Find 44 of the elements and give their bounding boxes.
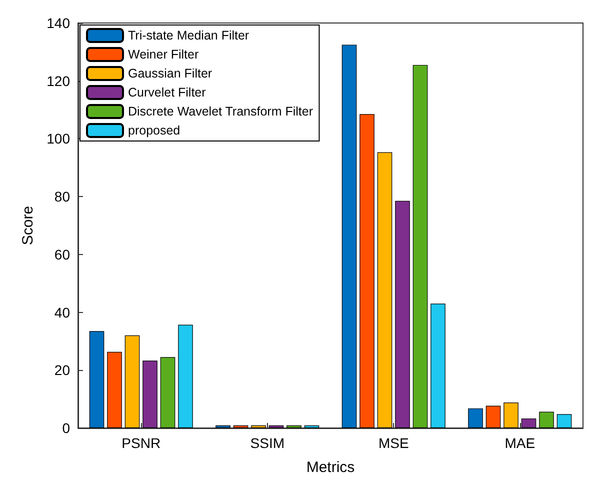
y-tick-label: 140 <box>46 15 70 31</box>
legend-label: Weiner Filter <box>128 48 199 62</box>
bar <box>216 425 230 428</box>
y-tick-label: 100 <box>46 130 70 147</box>
bar <box>107 352 122 428</box>
bar <box>304 425 320 428</box>
y-tick-label: 60 <box>54 246 70 262</box>
legend-label: Tri-state Median Filter <box>128 28 250 42</box>
bar <box>521 418 536 428</box>
bar <box>160 357 176 428</box>
x-tick-label: SSIM <box>250 435 284 451</box>
bar <box>233 425 248 428</box>
bar <box>178 324 193 428</box>
bar <box>142 360 158 428</box>
x-tick-label: MSE <box>378 435 409 451</box>
bar <box>124 335 140 428</box>
bar <box>251 425 266 428</box>
bar <box>342 44 357 428</box>
legend-label: Gaussian Filter <box>128 66 212 80</box>
y-tick-label: 40 <box>54 304 70 320</box>
y-tick-label: 120 <box>46 72 70 89</box>
y-tick-label: 20 <box>54 362 70 378</box>
bar <box>360 114 374 428</box>
bar <box>377 152 392 428</box>
x-tick-label: MAE <box>504 435 536 451</box>
bar <box>468 408 483 428</box>
legend-label: Discrete Wavelet Transform Filter <box>128 104 313 118</box>
bar <box>89 331 104 428</box>
x-axis-title: Metrics <box>306 459 355 476</box>
legend-label: Curvelet Filter <box>128 86 206 100</box>
bar <box>539 412 554 428</box>
bar <box>412 64 428 428</box>
y-tick-label: 0 <box>62 420 70 436</box>
legend-label: proposed <box>128 124 180 138</box>
bar <box>486 406 501 428</box>
bar <box>268 425 284 428</box>
bar <box>395 200 410 428</box>
y-axis-title: Score <box>20 206 37 246</box>
y-tick-label: 80 <box>54 188 70 205</box>
bar <box>286 425 302 428</box>
bar <box>504 402 518 428</box>
bar <box>556 414 572 428</box>
x-tick-label: PSNR <box>122 435 161 451</box>
bar <box>430 304 446 428</box>
